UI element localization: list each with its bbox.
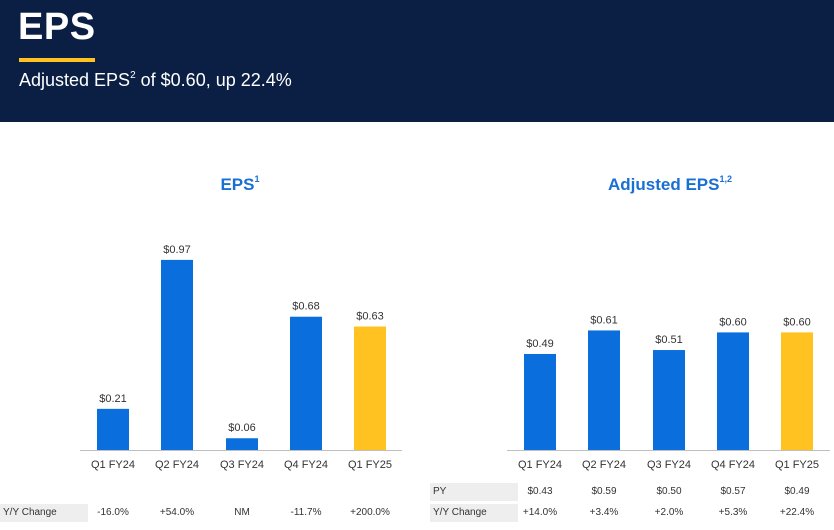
category-label-0-4: Q1 FY25 xyxy=(348,459,392,471)
category-label-1-3: Q4 FY24 xyxy=(711,459,755,471)
subtitle-footnote: 2 xyxy=(130,70,136,81)
table-cell: +22.4% xyxy=(779,507,815,518)
table-cell: $0.50 xyxy=(656,486,682,497)
bar-1-1 xyxy=(588,330,620,450)
chart-title-text: EPS xyxy=(220,175,255,194)
value-label-0-4: $0.63 xyxy=(356,311,384,323)
bar-0-4 xyxy=(354,326,386,450)
table-cell: +5.3% xyxy=(718,507,748,518)
table-row-label-bg xyxy=(430,483,518,501)
table-row-label: Y/Y Change xyxy=(433,507,487,518)
value-label-1-4: $0.60 xyxy=(783,316,811,328)
value-label-1-0: $0.49 xyxy=(526,338,554,350)
chart-title-adjusted-eps: Adjusted EPS1,2 xyxy=(570,175,770,195)
category-label-0-1: Q2 FY24 xyxy=(155,459,199,471)
value-label-0-1: $0.97 xyxy=(163,244,191,256)
table-row-label: Y/Y Change xyxy=(3,507,57,518)
table-cell: $0.43 xyxy=(527,486,553,497)
table-row-label-bg xyxy=(430,504,518,522)
bar-0-0 xyxy=(97,408,129,450)
bar-0-2 xyxy=(226,438,258,450)
table-cell: +54.0% xyxy=(159,507,195,518)
table-cell: $0.59 xyxy=(591,486,617,497)
value-label-0-3: $0.68 xyxy=(292,301,320,313)
category-label-1-1: Q2 FY24 xyxy=(582,459,626,471)
page-title: EPS xyxy=(18,6,96,48)
bar-1-4 xyxy=(781,332,813,450)
chart-title-text: Adjusted EPS xyxy=(608,175,720,194)
category-label-1-0: Q1 FY24 xyxy=(518,459,562,471)
category-label-1-4: Q1 FY25 xyxy=(775,459,819,471)
bar-1-3 xyxy=(717,332,749,450)
bar-1-2 xyxy=(653,350,685,450)
bar-0-1 xyxy=(161,259,193,450)
category-label-0-3: Q4 FY24 xyxy=(284,459,328,471)
table-cell: $0.49 xyxy=(784,486,810,497)
table-cell: $0.57 xyxy=(720,486,746,497)
chart-title-footnote: 1 xyxy=(254,174,260,184)
value-label-0-2: $0.06 xyxy=(228,422,256,434)
table-cell: +3.4% xyxy=(589,507,619,518)
table-cell: +2.0% xyxy=(654,507,684,518)
bar-0-3 xyxy=(290,316,322,450)
category-label-1-2: Q3 FY24 xyxy=(647,459,691,471)
table-cell: -11.7% xyxy=(290,507,322,518)
subtitle-suffix: of $0.60, up 22.4% xyxy=(135,70,292,90)
value-label-1-2: $0.51 xyxy=(655,334,683,346)
subtitle-prefix: Adjusted EPS xyxy=(19,70,131,90)
chart-title-eps: EPS1 xyxy=(140,175,340,195)
value-label-0-0: $0.21 xyxy=(99,393,127,405)
value-label-1-3: $0.60 xyxy=(719,316,747,328)
page-subtitle: Adjusted EPS2 of $0.60, up 22.4% xyxy=(19,70,292,91)
category-label-0-2: Q3 FY24 xyxy=(220,459,264,471)
table-row-label-bg xyxy=(0,504,88,522)
table-row-label: PY xyxy=(433,486,447,497)
table-cell: +14.0% xyxy=(522,507,558,518)
category-label-0-0: Q1 FY24 xyxy=(91,459,135,471)
header-banner: EPS Adjusted EPS2 of $0.60, up 22.4% xyxy=(0,0,834,122)
title-underline xyxy=(19,58,95,62)
table-cell: -16.0% xyxy=(97,507,129,518)
chart-title-footnote: 1,2 xyxy=(719,174,732,184)
value-label-1-1: $0.61 xyxy=(590,314,618,326)
bar-1-0 xyxy=(524,353,556,450)
table-cell: NM xyxy=(234,507,250,518)
table-cell: +200.0% xyxy=(350,507,390,518)
